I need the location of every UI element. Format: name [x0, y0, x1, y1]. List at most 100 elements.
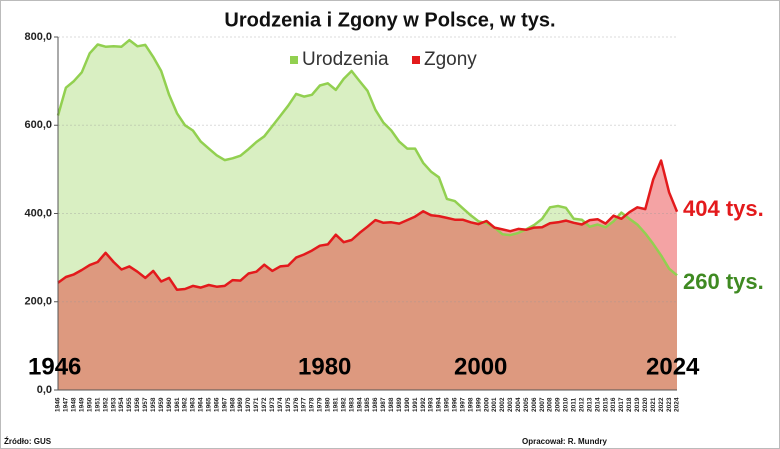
- x-tick-label: 2022: [658, 397, 665, 412]
- x-tick-label: 1985: [364, 397, 371, 412]
- x-tick-label: 2000: [483, 397, 490, 412]
- x-tick-label: 1975: [285, 397, 292, 412]
- author: Opracował: R. Mundry: [522, 437, 607, 446]
- x-tick-label: 1994: [436, 397, 443, 412]
- x-tick-label: 1971: [253, 397, 260, 412]
- x-tick-label: 1948: [71, 397, 78, 412]
- x-tick-label: 1958: [150, 397, 157, 412]
- annotation: 2024: [646, 353, 700, 380]
- x-tick-label: 1995: [444, 397, 451, 412]
- x-tick-label: 1970: [245, 397, 252, 412]
- x-tick-label: 2002: [499, 397, 506, 412]
- x-tick-label: 1957: [142, 397, 149, 412]
- annotation: 2000: [454, 353, 507, 380]
- x-tick-label: 2009: [555, 397, 562, 412]
- annotation: 1946: [28, 353, 81, 380]
- x-tick-label: 2008: [547, 397, 554, 412]
- area: [58, 160, 677, 390]
- x-tick-label: 2010: [563, 397, 570, 412]
- x-tick-label: 2005: [523, 397, 530, 412]
- x-tick-label: 1998: [467, 397, 474, 412]
- x-tick-label: 2018: [626, 397, 633, 412]
- x-tick-label: 1951: [94, 397, 101, 412]
- x-tick-label: 1996: [452, 397, 459, 412]
- y-tick-label: 0,0: [37, 384, 52, 396]
- x-tick-label: 1949: [79, 397, 86, 412]
- legend-label: Zgony: [424, 49, 477, 70]
- x-tick-label: 1984: [356, 397, 363, 412]
- x-tick-label: 1972: [261, 397, 268, 412]
- x-tick-label: 2016: [610, 397, 617, 412]
- source: Źródło: GUS: [4, 437, 52, 446]
- x-tick-label: 1955: [126, 397, 133, 412]
- x-tick-label: 2013: [586, 397, 593, 412]
- x-tick-label: 1980: [325, 397, 332, 412]
- x-tick-label: 1999: [475, 397, 482, 412]
- x-tick-label: 2011: [571, 398, 578, 412]
- x-tick-label: 2021: [650, 397, 657, 412]
- x-tick-label: 1966: [213, 397, 220, 412]
- x-tick-label: 1992: [420, 397, 427, 412]
- x-tick-label: 1953: [110, 397, 117, 412]
- x-tick-label: 1961: [174, 397, 181, 412]
- x-tick-label: 1946: [55, 397, 62, 412]
- x-tick-label: 1954: [118, 397, 125, 412]
- x-tick-label: 1993: [428, 397, 435, 412]
- annotation: 404 tys.: [683, 196, 764, 221]
- x-tick-label: 1978: [309, 397, 316, 412]
- x-tick-label: 1962: [182, 397, 189, 412]
- annotation: 1980: [298, 353, 351, 380]
- x-tick-label: 1960: [166, 397, 173, 412]
- area: [58, 40, 677, 390]
- x-tick-label: 2024: [674, 397, 681, 412]
- x-tick-label: 1964: [198, 397, 205, 412]
- y-tick-label: 400,0: [24, 207, 52, 219]
- legend-swatch: [290, 56, 298, 64]
- chart-title: Urodzenia i Zgony w Polsce, w tys.: [224, 9, 555, 31]
- x-tick-label: 2019: [634, 397, 641, 412]
- x-tick-label: 1990: [404, 397, 411, 412]
- x-tick-label: 1988: [388, 397, 395, 412]
- y-tick-label: 200,0: [24, 296, 52, 308]
- x-tick-label: 1981: [332, 397, 339, 412]
- annotation: 260 tys.: [683, 269, 764, 294]
- x-tick-label: 2012: [578, 397, 585, 412]
- x-tick-label: 1956: [134, 397, 141, 412]
- x-tick-label: 1965: [206, 397, 213, 412]
- legend-label: Urodzenia: [302, 49, 389, 70]
- x-tick-label: 1959: [158, 397, 165, 412]
- x-tick-label: 1976: [293, 397, 300, 412]
- x-tick-label: 2020: [642, 397, 649, 412]
- y-tick-label: 600,0: [24, 119, 52, 131]
- x-tick-label: 1963: [190, 397, 197, 412]
- x-tick-label: 1974: [277, 397, 284, 412]
- x-tick-label: 2001: [491, 397, 498, 412]
- line: [56, 38, 678, 277]
- x-tick-label: 1982: [340, 397, 347, 412]
- x-tick-label: 1950: [86, 397, 93, 412]
- x-tick-label: 1977: [301, 397, 308, 412]
- y-tick-label: 800,0: [24, 31, 52, 43]
- x-tick-label: 1986: [372, 397, 379, 412]
- x-tick-label: 1973: [269, 397, 276, 412]
- legend-swatch: [412, 56, 420, 64]
- x-tick-label: 1967: [221, 397, 228, 412]
- x-tick-label: 1968: [229, 397, 236, 412]
- x-tick-label: 1969: [237, 397, 244, 412]
- x-tick-label: 2015: [602, 397, 609, 412]
- x-tick-label: 2004: [515, 397, 522, 412]
- x-tick-label: 1947: [63, 397, 70, 412]
- x-tick-label: 1987: [380, 397, 387, 412]
- x-tick-label: 2003: [507, 397, 514, 412]
- x-tick-label: 1983: [348, 397, 355, 412]
- x-tick-label: 2006: [531, 397, 538, 412]
- x-tick-label: 2023: [666, 397, 673, 412]
- x-tick-label: 1952: [102, 397, 109, 412]
- x-tick-label: 2007: [539, 397, 546, 412]
- x-tick-label: 2017: [618, 397, 625, 412]
- x-tick-label: 1997: [459, 397, 466, 412]
- x-tick-label: 2014: [594, 397, 601, 412]
- line: [57, 159, 679, 292]
